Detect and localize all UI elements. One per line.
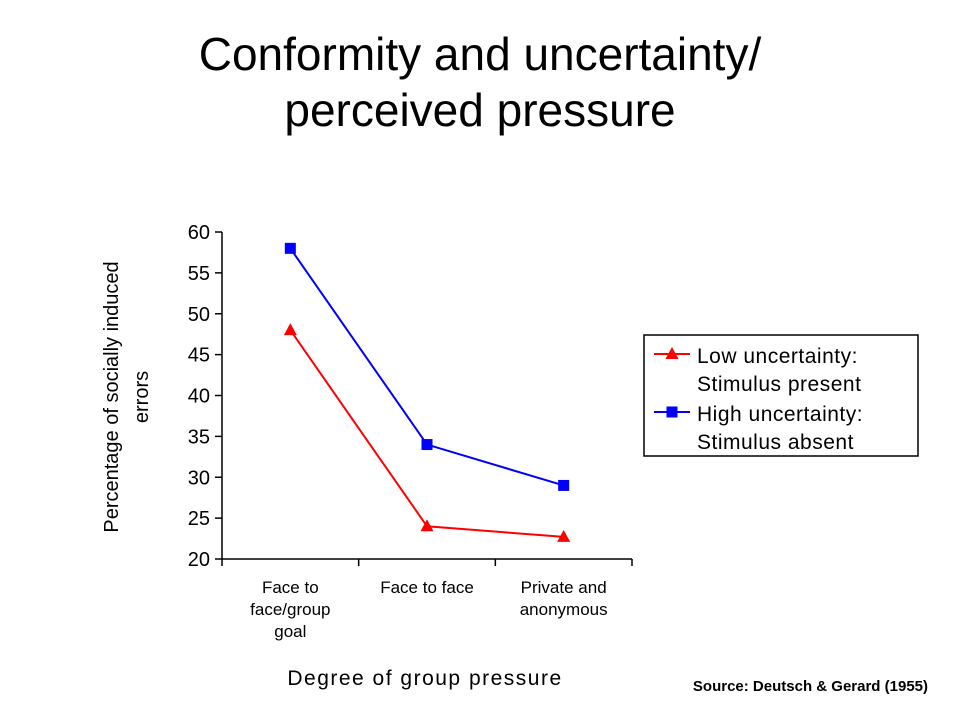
page-title: Conformity and uncertainty/ perceived pr… [0,26,960,138]
data-point-high [421,439,433,451]
y-axis-label-line: Percentage of socially induced [101,261,123,532]
y-tick-label: 60 [188,222,210,244]
legend-entry: Stimulus absent [697,431,854,454]
x-tick-label: Face to [262,578,319,597]
x-tick-label: Private and [521,578,607,597]
x-tick-label: goal [274,622,306,641]
series-line-low [289,329,564,538]
data-point-high [558,479,570,491]
x-tick-label: anonymous [520,600,608,619]
legend-entry: High uncertainty: [697,403,863,426]
data-point-low [557,529,571,542]
y-tick-label: 25 [188,508,210,530]
y-tick-label: 55 [188,263,210,285]
legend-entry: Low uncertainty: [697,345,858,368]
y-tick-label: 40 [188,386,210,408]
source-citation: Source: Deutsch & Gerard (1955) [692,678,928,695]
data-point-low [283,323,297,336]
x-tick-label: Face to face [380,578,474,597]
title-line-1: Conformity and uncertainty/ [198,28,762,80]
legend-box [643,334,919,457]
data-point-low [420,519,434,532]
y-tick-label: 35 [188,426,210,448]
x-tick-label: face/group [250,600,330,619]
legend-marker [666,406,678,418]
y-tick-label: 45 [188,345,210,367]
title-line-2: perceived pressure [284,84,676,136]
legend-marker [665,347,679,359]
y-tick-label: 30 [188,467,210,489]
x-axis-label: Degree of group pressure [287,667,562,690]
y-axis-label-line: errors [131,371,153,423]
y-tick-label: 50 [188,304,210,326]
y-tick-label: 20 [188,549,210,571]
data-point-high [284,242,296,254]
legend-entry: Stimulus present [697,373,861,396]
